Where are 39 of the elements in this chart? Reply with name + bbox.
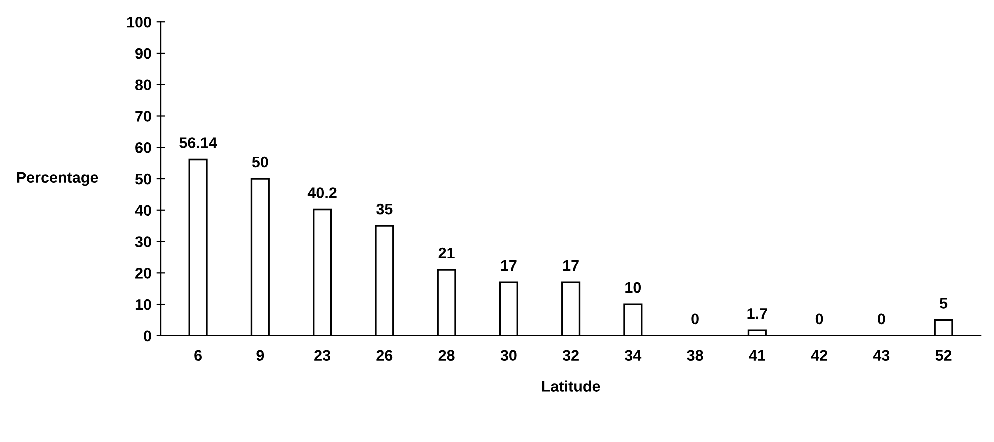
data-label: 0: [878, 314, 886, 325]
data-label: 35: [376, 204, 393, 215]
data-label: 21: [438, 248, 455, 259]
y-tick-label: 0: [144, 330, 152, 342]
data-label: 0: [692, 314, 699, 325]
y-tick-label: 40: [135, 205, 152, 216]
x-tick-label: 52: [936, 350, 952, 362]
x-tick-label: 30: [500, 350, 517, 362]
data-label: 40.2: [308, 188, 337, 198]
y-tick-label: 100: [127, 16, 152, 28]
x-tick-label: 32: [562, 350, 579, 362]
y-tick-label: 10: [136, 299, 152, 310]
y-tick-label: 20: [136, 268, 152, 279]
x-tick-label: 42: [811, 350, 828, 361]
data-label: 17: [501, 260, 517, 272]
y-tick-label: 30: [135, 236, 152, 248]
y-tick-label: 90: [136, 48, 152, 60]
x-tick-label: 6: [194, 350, 202, 362]
y-tick-label: 50: [135, 174, 152, 185]
data-label: 50: [252, 156, 268, 168]
x-tick-label: 41: [749, 350, 766, 361]
x-tick-label: 9: [256, 350, 264, 362]
data-label: 17: [564, 260, 579, 272]
y-tick-label: 70: [136, 111, 152, 122]
x-tick-label: 26: [376, 350, 393, 362]
x-tick-label: 23: [314, 350, 330, 362]
y-axis-title: Percentage: [17, 172, 98, 186]
data-label: 1.7: [748, 308, 768, 320]
data-label: 5: [940, 298, 948, 309]
data-label: 56.14: [180, 138, 218, 148]
data-label: 0: [816, 314, 824, 325]
y-tick-label: 80: [135, 80, 152, 91]
x-tick-label: 38: [687, 350, 704, 362]
data-label: 10: [626, 282, 642, 294]
x-tick-label: 34: [625, 350, 642, 362]
x-axis-title: Latitude: [542, 380, 600, 392]
x-tick-label: 28: [438, 350, 455, 362]
y-tick-label: 60: [136, 142, 152, 154]
x-tick-label: 43: [873, 350, 890, 362]
